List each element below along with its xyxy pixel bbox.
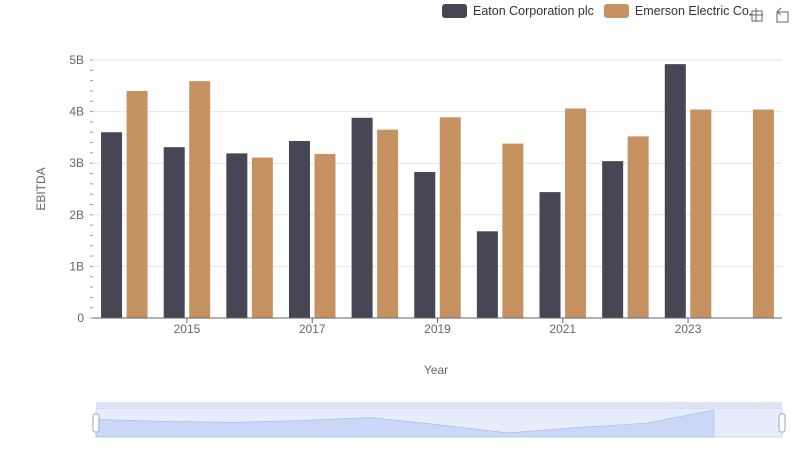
slider-preview-area	[95, 409, 715, 438]
bar-eaton-2021[interactable]	[539, 192, 561, 318]
y-tick-label: 3B	[69, 156, 84, 170]
x-tick-label: 2019	[424, 322, 451, 336]
x-tick-label: 2017	[299, 322, 326, 336]
x-tick-label: 2021	[549, 322, 576, 336]
legend-item-eaton[interactable]: Eaton Corporation plc	[442, 4, 594, 18]
restore-icon[interactable]	[774, 7, 790, 23]
bar-eaton-2018[interactable]	[351, 117, 373, 319]
y-tick-label: 2B	[69, 208, 84, 222]
bar-emerson-2017[interactable]	[314, 153, 336, 318]
bar-emerson-2023[interactable]	[690, 109, 712, 318]
zoom-icon[interactable]	[748, 7, 764, 23]
bar-emerson-2018[interactable]	[377, 129, 399, 318]
slider-selection[interactable]	[96, 408, 782, 437]
x-tick-label: 2023	[675, 322, 702, 336]
y-axis-ticks: 0 1B 2B 3B 4B 5B	[69, 53, 93, 325]
bar-eaton-2022[interactable]	[602, 161, 624, 318]
bar-eaton-2014[interactable]	[101, 132, 123, 318]
legend-item-emerson[interactable]: Emerson Electric Co.	[603, 4, 753, 18]
data-zoom-slider[interactable]	[92, 402, 786, 438]
bar-emerson-2015[interactable]	[189, 81, 211, 318]
bar-emerson-2019[interactable]	[439, 117, 461, 318]
bar-eaton-2023[interactable]	[664, 64, 686, 319]
bar-eaton-2016[interactable]	[226, 153, 248, 318]
y-tick-label: 1B	[69, 259, 84, 273]
slider-handle-right[interactable]	[778, 413, 786, 433]
y-tick-label: 4B	[69, 105, 84, 119]
y-tick-label: 0	[77, 311, 84, 325]
legend-swatch-eaton	[442, 4, 467, 18]
legend-swatch-emerson	[603, 4, 629, 18]
x-axis-ticks: 2015 2017 2019 2021 2023	[174, 318, 702, 336]
bar-eaton-2015[interactable]	[163, 147, 185, 318]
legend-label-eaton: Eaton Corporation plc	[473, 4, 594, 18]
bar-emerson-2021[interactable]	[565, 108, 587, 318]
y-axis-label: EBITDA	[34, 167, 48, 210]
slider-handle-left[interactable]	[92, 413, 100, 433]
x-tick-label: 2015	[174, 322, 201, 336]
bar-eaton-2019[interactable]	[414, 171, 436, 318]
x-axis-label: Year	[424, 363, 448, 377]
bar-emerson-2014[interactable]	[126, 90, 148, 319]
bar-emerson-2024[interactable]	[752, 109, 774, 318]
bar-eaton-2017[interactable]	[288, 141, 310, 318]
bar-eaton-2020[interactable]	[476, 231, 498, 318]
legend-label-emerson: Emerson Electric Co.	[634, 4, 753, 18]
slider-top-bar[interactable]	[96, 402, 782, 408]
bar-emerson-2016[interactable]	[251, 157, 273, 318]
bars	[101, 64, 774, 319]
legend: Eaton Corporation plc Emerson Electric C…	[442, 4, 752, 18]
y-tick-label: 5B	[69, 53, 84, 67]
bar-emerson-2020[interactable]	[502, 143, 524, 318]
bar-emerson-2022[interactable]	[627, 136, 649, 318]
